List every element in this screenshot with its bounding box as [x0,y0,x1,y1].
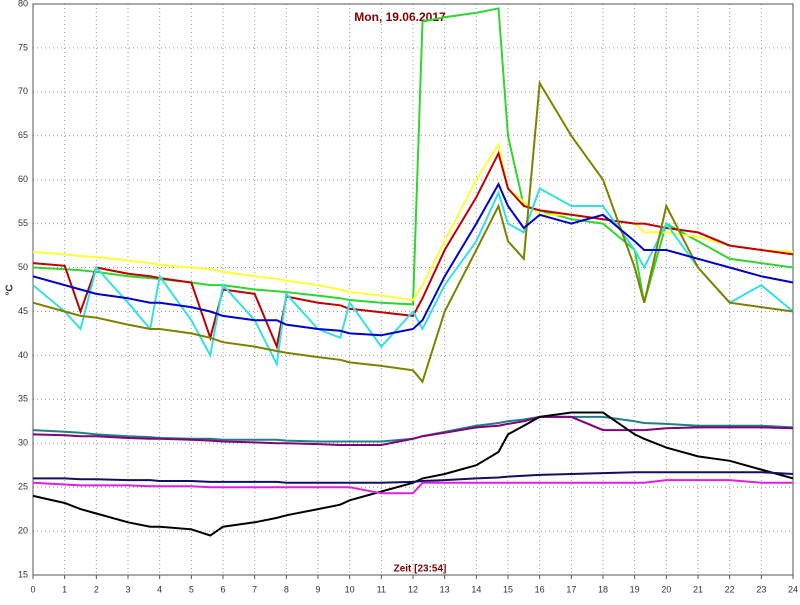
series-line [32,150,794,351]
x-tick-label: 18 [598,584,608,594]
series-line [32,142,794,302]
series-line [32,79,794,384]
y-tick-label: 25 [18,482,28,492]
y-tick-label: 75 [18,42,28,52]
x-tick-label: 0 [30,584,35,594]
series-line [33,471,794,484]
x-tick-label: 11 [377,584,386,594]
y-tick-label: 35 [18,394,28,404]
y-tick-label: 55 [18,218,28,228]
series-line [32,415,794,443]
y-tick-label: 15 [18,569,28,579]
x-tick-label: 5 [189,584,194,594]
series-line [32,415,794,446]
x-tick-label: 22 [725,584,735,594]
x-axis-label: Zeit [23:54] [394,564,447,575]
x-tick-label: 16 [535,584,545,594]
x-tick-label: 24 [788,584,798,594]
x-tick-label: 2 [94,584,99,594]
x-tick-label: 17 [566,584,576,594]
x-tick-label: 15 [503,584,513,594]
y-axis-label: °C [5,284,16,295]
x-tick-label: 4 [157,584,162,594]
chart-title: Mon, 19.06.2017 [354,10,446,24]
x-tick-label: 23 [756,584,766,594]
y-tick-label: 65 [18,130,28,140]
y-tick-label: 45 [18,306,28,316]
plot-border [32,3,794,576]
y-tick-label: 20 [18,525,28,535]
series-line [32,479,793,495]
x-tick-label: 19 [630,584,640,594]
x-tick-label: 7 [252,584,257,594]
x-tick-label: 21 [693,584,703,594]
x-tick-label: 8 [284,584,289,594]
series-line [32,7,794,306]
y-tick-label: 70 [18,86,28,96]
x-tick-label: 10 [345,584,355,594]
y-tick-label: 30 [18,438,28,448]
x-tick-label: 9 [315,584,320,594]
x-tick-label: 1 [62,584,67,594]
x-tick-label: 12 [408,584,418,594]
y-tick-label: 50 [18,262,28,272]
y-tick-label: 40 [18,350,28,360]
series-line [32,181,794,337]
x-tick-label: 6 [220,584,225,594]
y-tick-label: 80 [18,0,28,8]
series-line [32,411,794,537]
x-tick-label: 13 [440,584,450,594]
x-tick-label: 3 [125,584,130,594]
y-tick-label: 60 [18,174,28,184]
x-tick-label: 14 [471,584,481,594]
x-tick-label: 20 [661,584,671,594]
